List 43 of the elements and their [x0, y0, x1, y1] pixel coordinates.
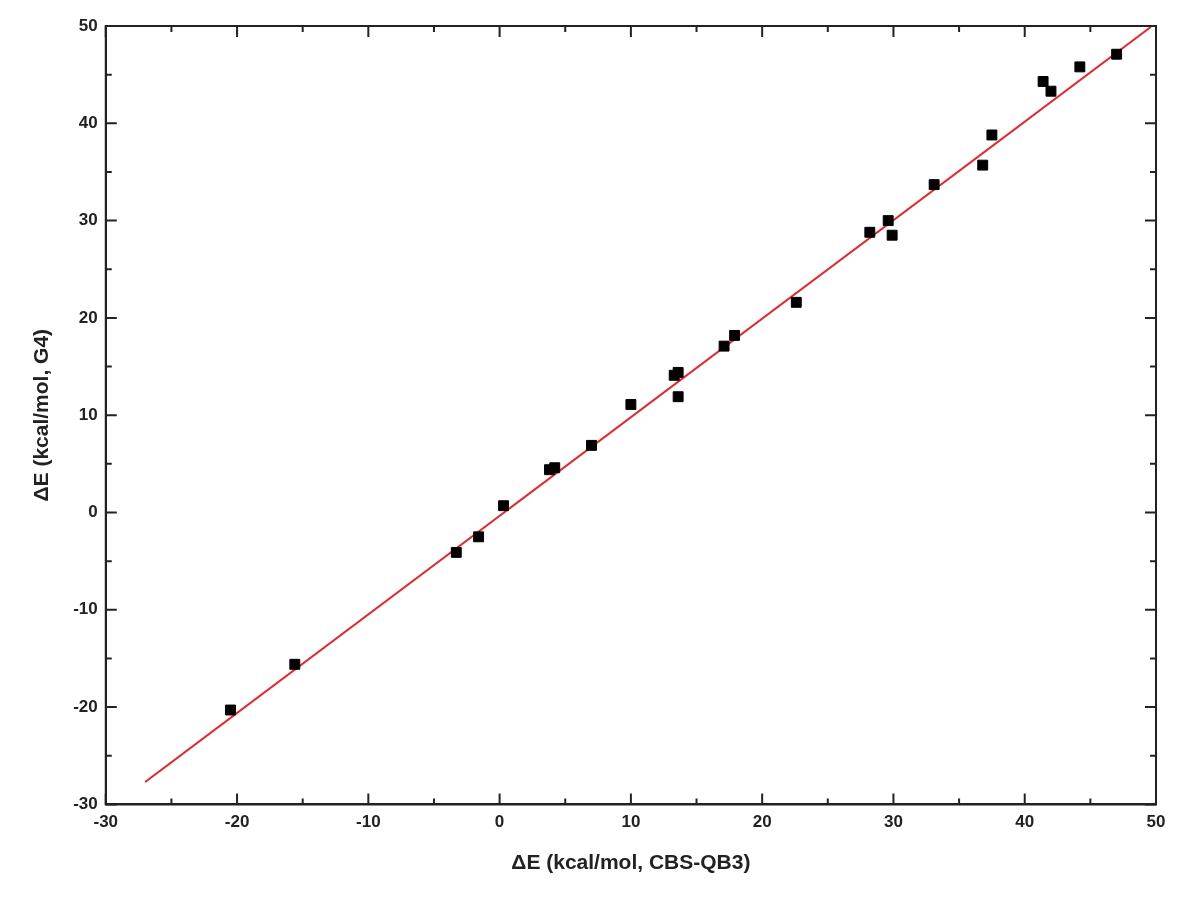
point	[977, 159, 989, 171]
y-axis-title: ΔE (kcal/mol, G4)	[29, 328, 53, 502]
y-tick-label: 30	[78, 210, 98, 230]
x-tick-label: 0	[494, 812, 505, 832]
x-tick-label: 10	[621, 812, 641, 832]
point	[718, 340, 730, 352]
point	[450, 546, 462, 558]
x-tick-label: -10	[356, 812, 381, 832]
point	[729, 329, 741, 341]
x-tick-label: -20	[224, 812, 250, 832]
point	[672, 366, 684, 378]
x-tick-label: 50	[1146, 812, 1166, 832]
point	[1045, 85, 1057, 97]
point	[986, 129, 998, 141]
y-tick-label: 10	[78, 404, 98, 424]
point	[886, 229, 898, 241]
point	[498, 500, 509, 512]
point	[473, 531, 485, 543]
point	[790, 296, 802, 308]
point	[549, 462, 561, 474]
point	[586, 439, 597, 451]
point	[1037, 76, 1049, 87]
x-tick-label: 40	[1015, 812, 1035, 832]
y-tick-label: 20	[78, 307, 98, 327]
point	[625, 399, 637, 410]
y-tick-label: 0	[88, 502, 98, 522]
y-tick-label: -30	[73, 794, 98, 814]
y-tick-label: -20	[73, 696, 98, 716]
point	[672, 391, 684, 403]
point	[289, 658, 301, 670]
point	[1074, 61, 1086, 73]
y-tick-label: 50	[78, 15, 98, 35]
y-tick-label: 40	[78, 112, 98, 132]
x-tick-label: 20	[752, 812, 772, 832]
x-tick-label: -30	[93, 812, 119, 832]
y-tick-label: -10	[73, 599, 98, 619]
point	[864, 226, 876, 238]
point	[882, 215, 894, 227]
x-axis-title: ΔE (kcal/mol, CBS-QB3)	[511, 850, 751, 874]
point	[1111, 48, 1123, 60]
point	[225, 704, 236, 716]
x-tick-label: 30	[883, 812, 903, 832]
point	[928, 179, 940, 191]
